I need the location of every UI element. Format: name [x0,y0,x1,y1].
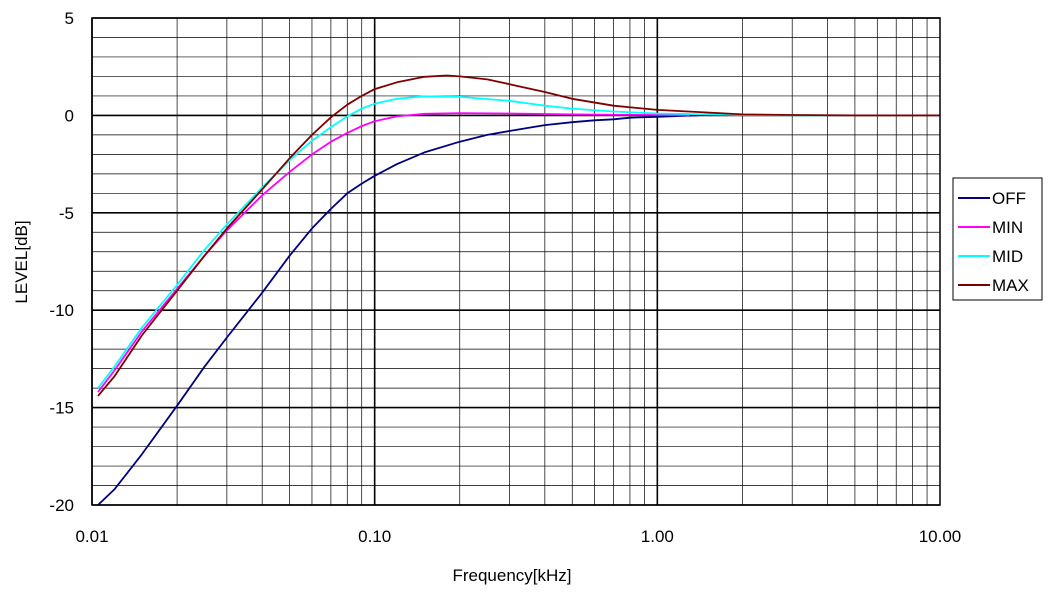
series-line-min [97,112,690,393]
grid [91,17,940,506]
y-tick-label: -20 [49,496,74,515]
legend-label-mid: MID [992,247,1023,266]
x-tick-label: 10.00 [919,527,962,546]
legend-label-min: MIN [992,218,1023,237]
y-tick-label: 0 [65,106,74,125]
x-tick-label: 0.10 [358,527,391,546]
series-line-max [97,74,940,397]
plot-area-frame [91,17,941,506]
y-tick-label: -15 [49,399,74,418]
series-line-off [97,114,699,506]
x-axis-label: Frequency[kHz] [452,566,571,585]
series-lines [97,74,940,506]
x-tick-label: 1.00 [641,527,674,546]
legend: OFF MIN MID MAX [952,177,1043,301]
legend-label-off: OFF [992,189,1026,208]
x-tick-label: 0.01 [75,527,108,546]
y-tick-label: 5 [65,9,74,28]
legend-label-max: MAX [992,276,1029,295]
x-tick-labels: 0.01 0.10 1.00 10.00 [75,527,961,546]
series-line-mid [97,95,828,389]
y-tick-label: -10 [49,301,74,320]
y-tick-labels: 5 0 -5 -10 -15 -20 [49,9,74,515]
y-axis-label: LEVEL[dB] [12,220,31,303]
y-tick-label: -5 [59,204,74,223]
